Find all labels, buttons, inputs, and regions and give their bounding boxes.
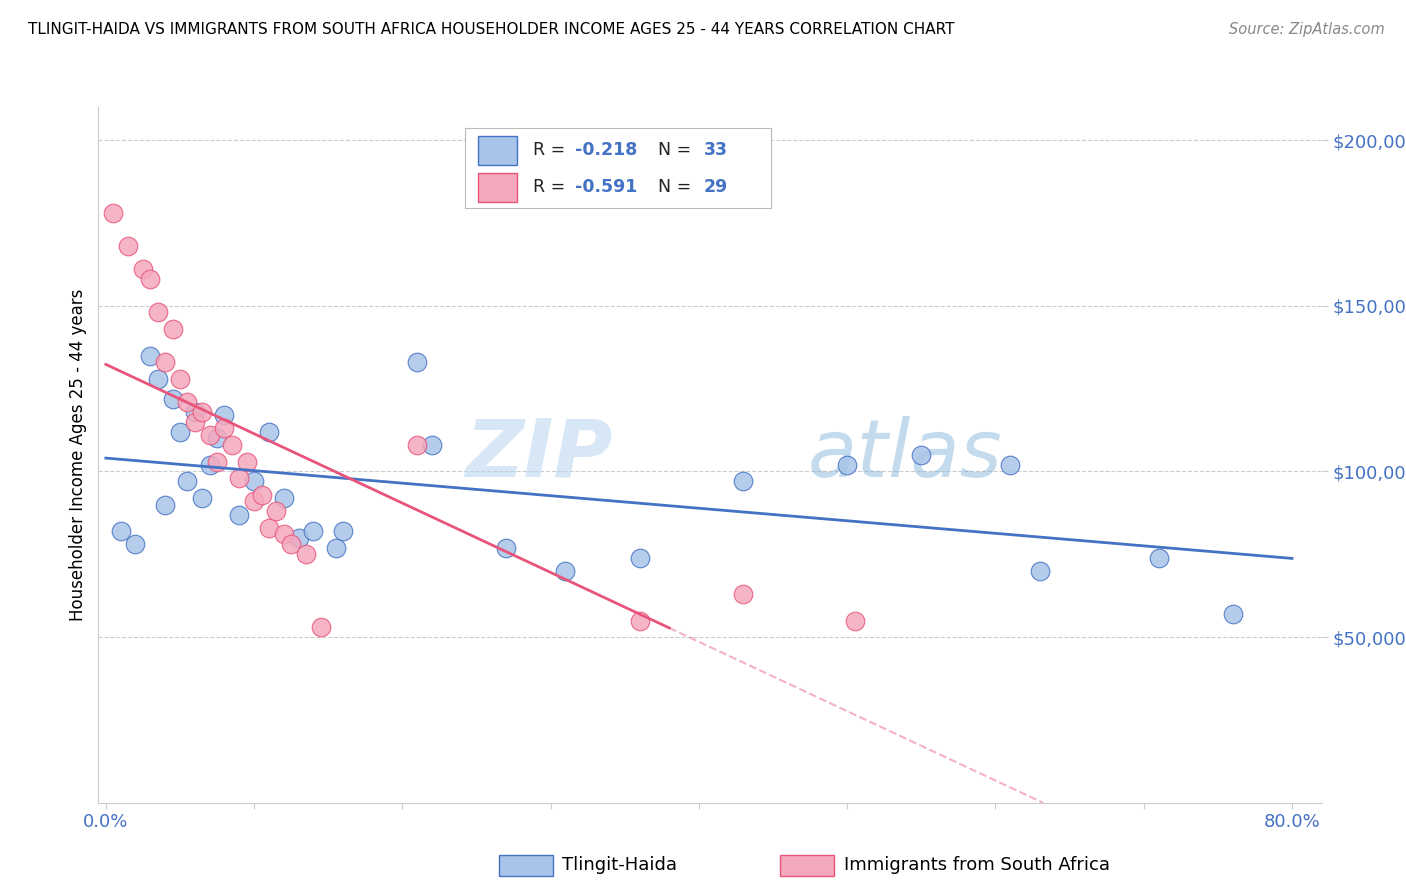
- Point: [169, 372, 191, 386]
- Point: [325, 541, 347, 555]
- Text: -0.591: -0.591: [575, 178, 638, 196]
- Text: Source: ZipAtlas.com: Source: ZipAtlas.com: [1229, 22, 1385, 37]
- Point: [191, 491, 214, 505]
- Point: [495, 541, 517, 555]
- Point: [146, 372, 169, 386]
- Point: [214, 408, 236, 422]
- Point: [162, 322, 184, 336]
- Text: atlas: atlas: [808, 416, 1002, 494]
- Text: R =: R =: [533, 141, 571, 160]
- Text: -0.218: -0.218: [575, 141, 638, 160]
- FancyBboxPatch shape: [478, 173, 517, 202]
- Point: [733, 475, 755, 489]
- Point: [169, 425, 191, 439]
- Point: [139, 349, 162, 363]
- Point: [1222, 607, 1244, 621]
- Point: [110, 524, 132, 538]
- Text: N =: N =: [658, 141, 697, 160]
- Point: [1029, 564, 1052, 578]
- Point: [420, 438, 443, 452]
- Point: [184, 415, 207, 429]
- Point: [243, 475, 266, 489]
- Point: [146, 305, 169, 319]
- Text: ZIP: ZIP: [465, 416, 612, 494]
- Point: [205, 431, 228, 445]
- Point: [205, 454, 228, 468]
- Point: [837, 458, 859, 472]
- Point: [153, 498, 176, 512]
- Point: [406, 355, 429, 369]
- Point: [287, 531, 309, 545]
- Point: [124, 537, 146, 551]
- Point: [132, 262, 155, 277]
- Point: [250, 488, 273, 502]
- FancyBboxPatch shape: [478, 136, 517, 165]
- Point: [280, 537, 302, 551]
- Text: R =: R =: [533, 178, 571, 196]
- Point: [198, 428, 221, 442]
- Point: [139, 272, 162, 286]
- Point: [198, 458, 221, 472]
- Point: [309, 620, 332, 634]
- Point: [554, 564, 576, 578]
- Point: [257, 521, 280, 535]
- Point: [844, 614, 866, 628]
- Point: [406, 438, 429, 452]
- Point: [273, 527, 295, 541]
- Point: [228, 471, 250, 485]
- Text: Immigrants from South Africa: Immigrants from South Africa: [844, 856, 1109, 874]
- Point: [214, 421, 236, 435]
- Point: [243, 494, 266, 508]
- Point: [1147, 550, 1170, 565]
- Point: [266, 504, 288, 518]
- Point: [628, 550, 651, 565]
- Point: [117, 239, 139, 253]
- Point: [228, 508, 250, 522]
- Point: [176, 395, 198, 409]
- Point: [235, 454, 257, 468]
- Y-axis label: Householder Income Ages 25 - 44 years: Householder Income Ages 25 - 44 years: [69, 289, 87, 621]
- Text: 33: 33: [704, 141, 728, 160]
- Point: [332, 524, 354, 538]
- Point: [162, 392, 184, 406]
- Point: [628, 614, 651, 628]
- Point: [184, 405, 207, 419]
- Text: TLINGIT-HAIDA VS IMMIGRANTS FROM SOUTH AFRICA HOUSEHOLDER INCOME AGES 25 - 44 YE: TLINGIT-HAIDA VS IMMIGRANTS FROM SOUTH A…: [28, 22, 955, 37]
- Text: 29: 29: [704, 178, 728, 196]
- Text: Tlingit-Haida: Tlingit-Haida: [562, 856, 678, 874]
- Point: [295, 547, 318, 561]
- Point: [221, 438, 243, 452]
- Point: [733, 587, 755, 601]
- Point: [302, 524, 325, 538]
- Point: [191, 405, 214, 419]
- Point: [103, 206, 125, 220]
- Point: [153, 355, 176, 369]
- Point: [257, 425, 280, 439]
- Point: [1000, 458, 1022, 472]
- Text: N =: N =: [658, 178, 697, 196]
- Point: [176, 475, 198, 489]
- Point: [910, 448, 932, 462]
- Point: [273, 491, 295, 505]
